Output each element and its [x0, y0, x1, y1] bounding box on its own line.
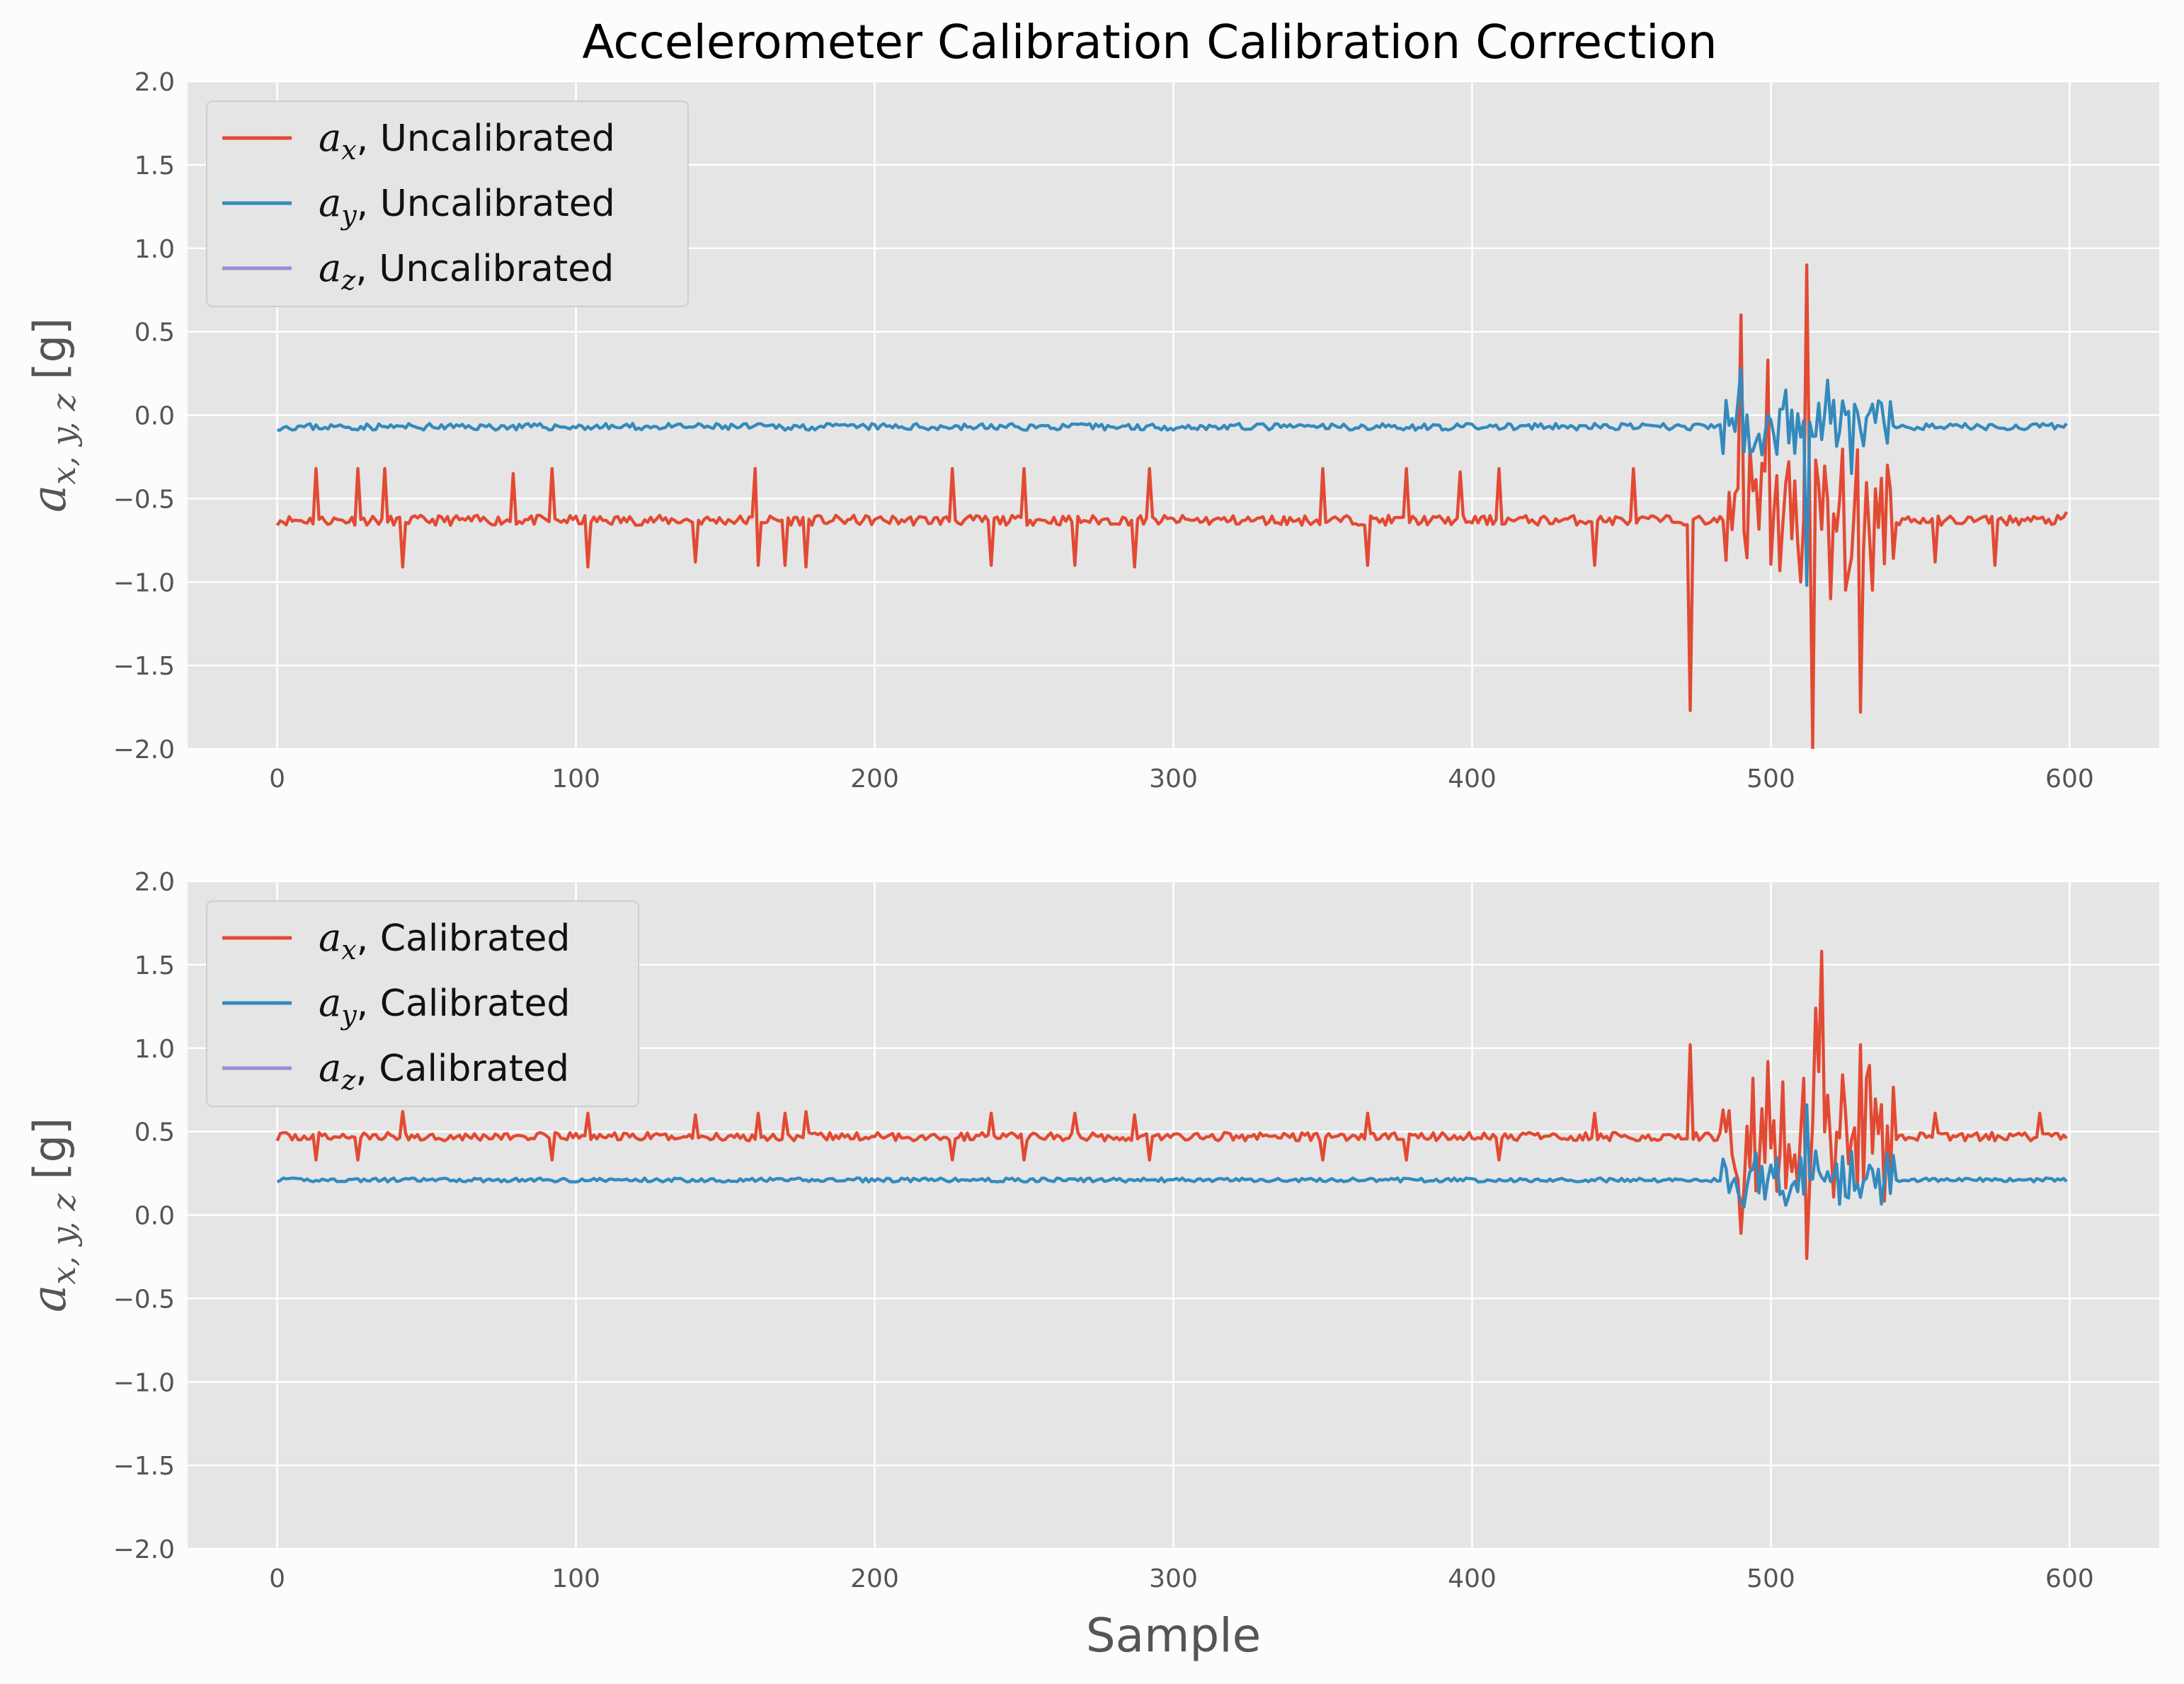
x-tick-label: 100 — [551, 1564, 600, 1593]
series-line-x — [275, 949, 2068, 1260]
legend-entry-x: ax, Uncalibrated — [319, 115, 615, 166]
x-tick-label: 500 — [1746, 764, 1795, 794]
series-line-y — [277, 367, 2068, 588]
y-tick-label: −1.5 — [113, 1452, 175, 1481]
x-tick-label: 500 — [1746, 1564, 1795, 1593]
series-line-y — [276, 1103, 2068, 1209]
legend-box — [206, 101, 689, 307]
y-tick-label: 2.0 — [135, 68, 175, 97]
x-tick-label: 400 — [1448, 1564, 1497, 1593]
y-tick-label: −0.5 — [113, 485, 175, 514]
bottom-subplot: 0 100 200 300 400 500 600 2.0 1.5 1.0 0.5 0.0 −0.5 −1… — [22, 868, 2159, 1663]
y-tick-label: −0.5 — [113, 1285, 175, 1314]
y-tick-label: 0.0 — [135, 1202, 175, 1231]
y-tick-label: 1.5 — [135, 951, 175, 980]
x-tick-label: 200 — [850, 764, 899, 794]
y-tick-label: 2.0 — [135, 868, 175, 897]
y-axis-label: ax, y, z [g] — [22, 318, 83, 512]
y-tick-label: −1.0 — [113, 1368, 175, 1397]
chart-title: Accelerometer Calibration Calibration Co… — [582, 15, 1717, 69]
y-tick-label: 0.0 — [135, 402, 175, 431]
y-tick-label: −2.0 — [113, 1535, 175, 1564]
legend-entry-z: az, Uncalibrated — [319, 246, 614, 296]
x-tick-label: 100 — [551, 764, 600, 794]
x-tick-label: 300 — [1149, 1564, 1198, 1593]
y-tick-label: 0.5 — [135, 1118, 175, 1147]
y-tick-label: −2.0 — [113, 735, 175, 764]
x-tick-label: 0 — [269, 1564, 285, 1593]
legend-entry-y: ay, Calibrated — [319, 980, 570, 1031]
x-tick-label: 200 — [850, 1564, 899, 1593]
y-tick-label: 1.5 — [135, 151, 175, 181]
legend-entry-z: az, Calibrated — [319, 1046, 569, 1096]
y-tick-label: 1.0 — [135, 1035, 175, 1064]
x-tick-label: 600 — [2045, 764, 2094, 794]
x-axis-label: Sample — [1086, 1608, 1261, 1663]
x-tick-label: 600 — [2045, 1564, 2094, 1593]
x-tick-label: 300 — [1149, 764, 1198, 794]
y-tick-label: −1.5 — [113, 652, 175, 681]
top-subplot: 0 100 200 300 400 500 600 2.0 1.5 1.0 0.5 0.0 −0.5 −1… — [22, 68, 2159, 794]
y-axis-label: ax, y, z [g] — [22, 1118, 83, 1312]
series-line-x — [275, 263, 2069, 749]
y-tick-label: −1.0 — [113, 568, 175, 597]
x-tick-label: 400 — [1448, 764, 1497, 794]
legend-entry-x: ax, Calibrated — [319, 915, 570, 966]
y-tick-label: 0.5 — [135, 319, 175, 348]
legend-entry-y: ay, Uncalibrated — [319, 181, 615, 231]
y-tick-label: 1.0 — [135, 235, 175, 264]
legend-box — [206, 900, 639, 1107]
x-tick-label: 0 — [269, 764, 285, 794]
